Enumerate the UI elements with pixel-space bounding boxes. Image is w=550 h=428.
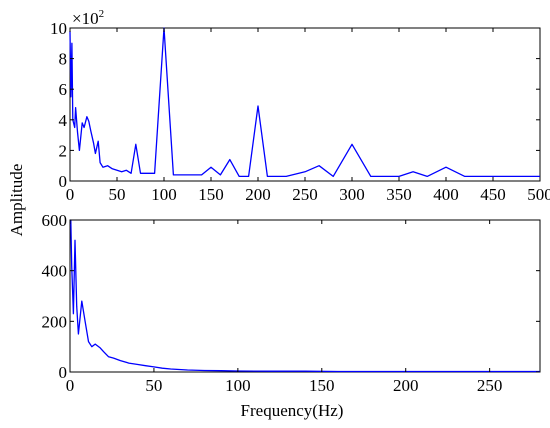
- y-tick-label: 2: [59, 141, 68, 160]
- top-plot-frame: [69, 27, 541, 182]
- bottom-series-group: [69, 219, 540, 373]
- bottom-y-ticks: 0 200 400 600: [42, 211, 540, 382]
- x-tick-label: 300: [339, 185, 365, 204]
- bottom-plot-frame: [69, 219, 541, 373]
- top-series-group: [69, 27, 540, 178]
- x-tick-label: 50: [109, 185, 126, 204]
- x-tick-label: 350: [386, 185, 412, 204]
- bottom-panel: 0 50 100 150 200 250 0 200 400 600: [42, 211, 541, 395]
- y-tick-label: 8: [59, 50, 68, 69]
- x-tick-label: 400: [433, 185, 459, 204]
- x-tick-label: 50: [145, 376, 162, 395]
- y-tick-label: 600: [42, 211, 68, 230]
- x-tick-label: 150: [198, 185, 224, 204]
- x-tick-label: 0: [66, 376, 75, 395]
- y-tick-label: 200: [42, 312, 68, 331]
- bottom-x-ticks: 0 50 100 150 200 250: [66, 220, 503, 395]
- y-axis-label: Amplitude: [7, 164, 26, 237]
- x-tick-label: 450: [480, 185, 506, 204]
- y-tick-label: 4: [59, 111, 68, 130]
- y-tick-label: 400: [42, 262, 68, 281]
- x-tick-label: 100: [151, 185, 177, 204]
- series-line-0: [69, 27, 540, 178]
- x-tick-label: 0: [66, 185, 75, 204]
- top-y-ticks: 0 2 4 6 8 10: [50, 19, 540, 191]
- top-panel: 0 50 100 150 200 250 300 350 400 450 500 0 2 4 6 8 10 ×…: [50, 8, 550, 204]
- x-tick-label: 200: [393, 376, 419, 395]
- x-tick-label: 250: [477, 376, 503, 395]
- x-tick-label: 150: [309, 376, 335, 395]
- y-tick-label: 6: [59, 80, 68, 99]
- x-tick-label: 250: [292, 185, 318, 204]
- x-tick-label: 200: [245, 185, 271, 204]
- multiplier-label: ×102: [72, 8, 104, 28]
- x-axis-label: Frequency(Hz): [241, 401, 344, 420]
- y-tick-label: 10: [50, 19, 67, 38]
- y-tick-label: 0: [59, 363, 68, 382]
- y-tick-label: 0: [59, 172, 68, 191]
- x-tick-label: 100: [225, 376, 251, 395]
- x-tick-label: 500: [527, 185, 550, 204]
- series-line-0: [69, 219, 540, 373]
- top-x-ticks: 0 50 100 150 200 250 300 350 400 450 500: [66, 28, 550, 204]
